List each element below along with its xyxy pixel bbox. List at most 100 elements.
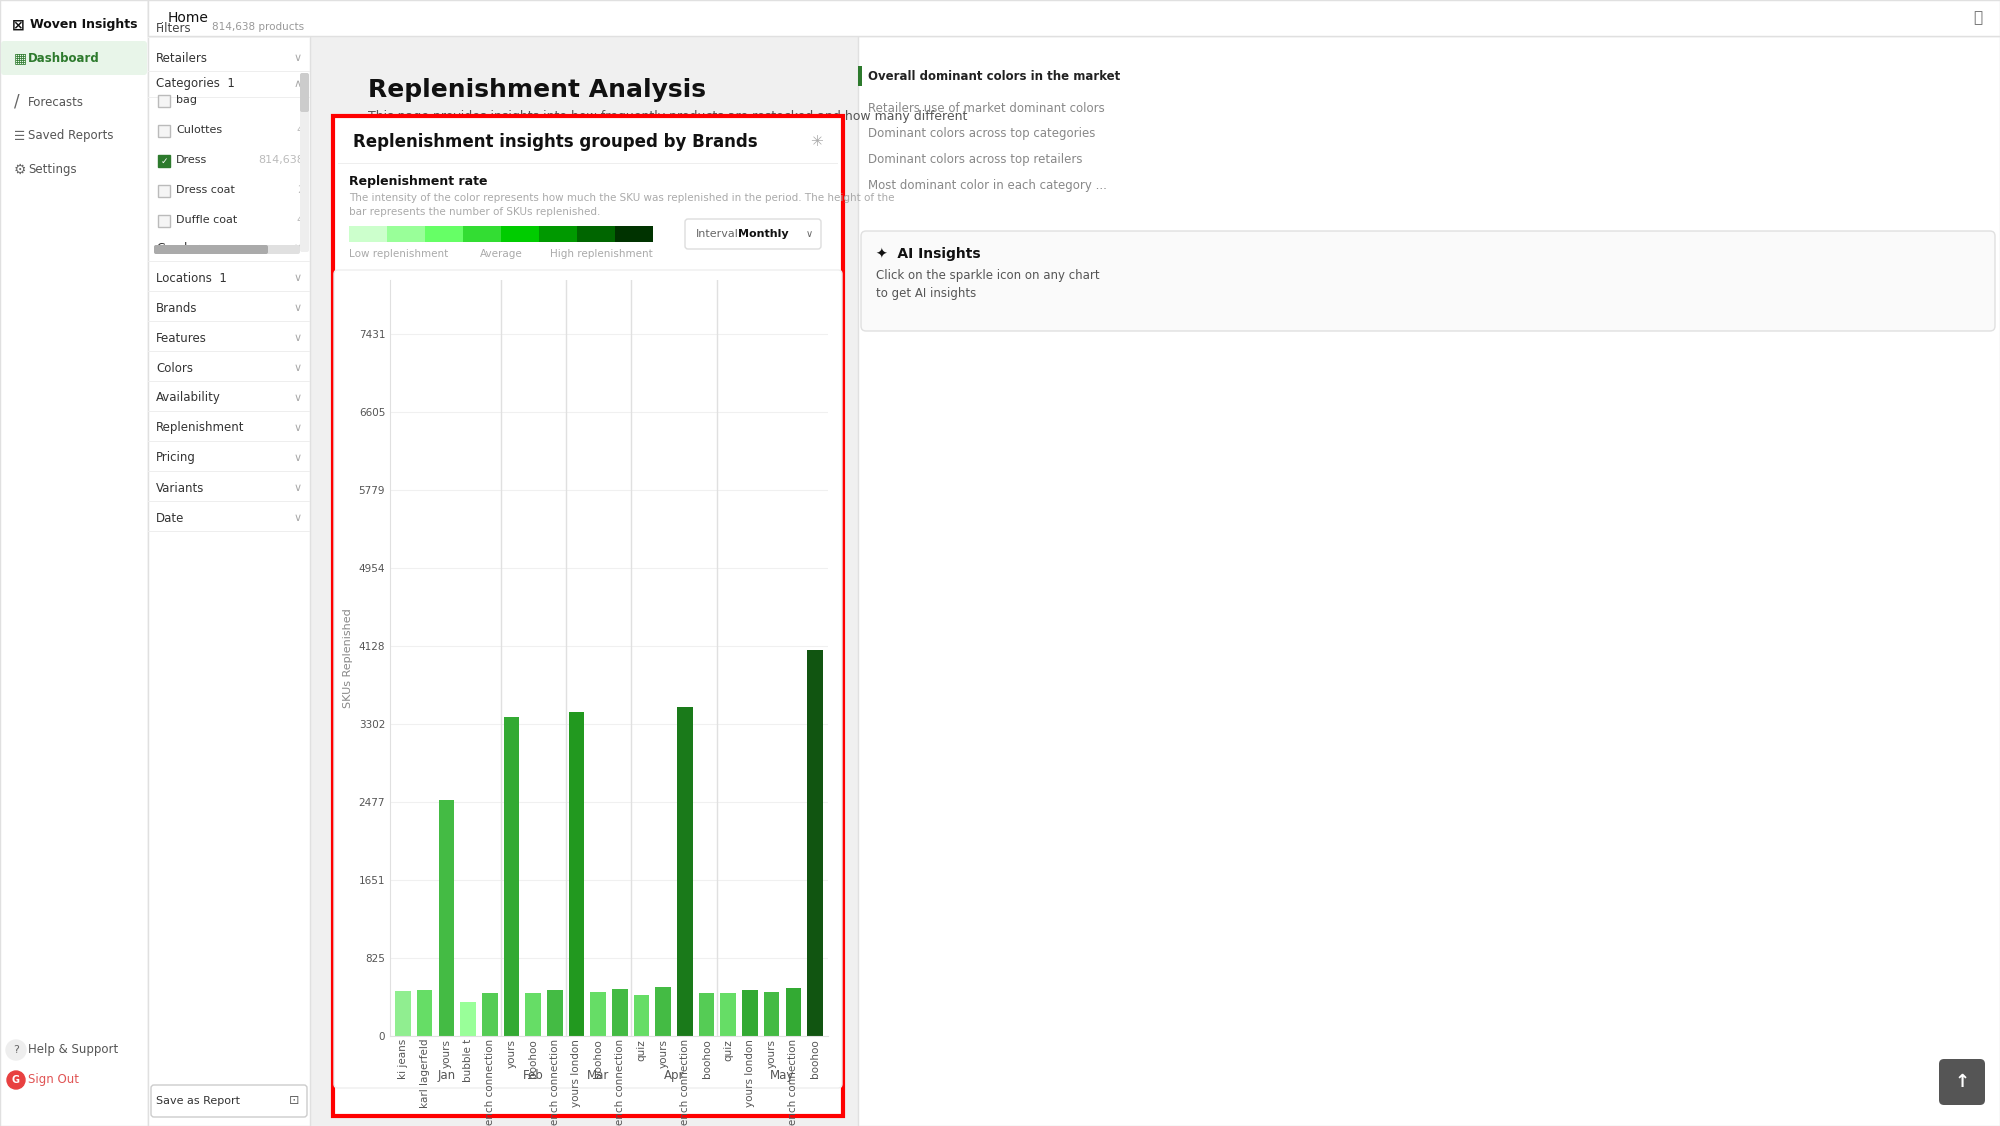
Bar: [858, 66, 862, 86]
Text: Availability: Availability: [156, 392, 220, 404]
Text: ∨: ∨: [294, 303, 302, 313]
Text: Help & Support: Help & Support: [28, 1044, 118, 1056]
Text: Variants: Variants: [156, 482, 204, 494]
Text: ☰: ☰: [14, 129, 26, 143]
Bar: [576, 226, 616, 242]
Bar: [526, 993, 540, 1036]
Y-axis label: SKUs Replenished: SKUs Replenished: [344, 608, 354, 708]
Text: High replenishment: High replenishment: [550, 249, 652, 259]
FancyBboxPatch shape: [152, 1085, 308, 1117]
Text: 814,638: 814,638: [258, 155, 304, 166]
Text: ?: ?: [14, 1045, 18, 1055]
FancyBboxPatch shape: [154, 245, 300, 254]
Text: Brands: Brands: [156, 302, 198, 314]
Bar: [0, 0, 148, 1126]
Text: ∨: ∨: [294, 453, 302, 463]
FancyBboxPatch shape: [334, 270, 842, 1088]
Bar: [616, 226, 652, 242]
Bar: [438, 799, 454, 1036]
Text: Saved Reports: Saved Reports: [28, 129, 114, 143]
Text: 4: 4: [296, 125, 304, 135]
FancyBboxPatch shape: [684, 218, 822, 249]
Bar: [158, 125, 170, 137]
Text: Dress: Dress: [176, 155, 208, 166]
Text: Locations  1: Locations 1: [156, 271, 226, 285]
Text: Dominant colors across top retailers: Dominant colors across top retailers: [868, 153, 1082, 167]
Bar: [332, 116, 844, 1116]
Bar: [500, 226, 540, 242]
Bar: [678, 707, 692, 1036]
Text: Forecasts: Forecasts: [28, 96, 84, 108]
Bar: [416, 990, 432, 1036]
Text: 814,638 products: 814,638 products: [212, 23, 304, 32]
Bar: [764, 992, 780, 1036]
Text: Sign Out: Sign Out: [28, 1073, 80, 1087]
Bar: [720, 993, 736, 1036]
Text: This page provides insights into how frequently products are restocked and how m: This page provides insights into how fre…: [368, 110, 968, 123]
Bar: [424, 226, 464, 242]
Text: ▦: ▦: [14, 51, 28, 65]
Text: ∧: ∧: [294, 79, 302, 89]
Text: Overall dominant colors in the market: Overall dominant colors in the market: [868, 70, 1120, 82]
Bar: [158, 215, 170, 227]
Bar: [388, 226, 424, 242]
Text: Replenishment insights grouped by Brands: Replenishment insights grouped by Brands: [352, 133, 758, 151]
Text: The intensity of the color represents how much the SKU was replenished in the pe: The intensity of the color represents ho…: [350, 193, 894, 203]
Text: Woven Insights: Woven Insights: [30, 18, 138, 32]
Bar: [612, 989, 628, 1036]
Text: Replenishment Analysis: Replenishment Analysis: [368, 78, 706, 102]
Text: Genders: Genders: [156, 241, 206, 254]
FancyBboxPatch shape: [860, 231, 1996, 331]
Bar: [350, 226, 388, 242]
Text: Home: Home: [168, 11, 208, 25]
Text: Low replenishment: Low replenishment: [350, 249, 448, 259]
Bar: [504, 716, 520, 1036]
Text: May: May: [770, 1069, 794, 1082]
Text: 4: 4: [296, 215, 304, 225]
Text: ∨: ∨: [294, 393, 302, 403]
Bar: [460, 1002, 476, 1036]
Bar: [634, 995, 650, 1036]
Text: Filters: Filters: [156, 23, 192, 35]
Text: Categories  1: Categories 1: [156, 78, 234, 90]
Text: Replenishment: Replenishment: [156, 421, 244, 435]
Text: Colors: Colors: [156, 361, 192, 375]
Text: ∨: ∨: [294, 483, 302, 493]
FancyBboxPatch shape: [332, 115, 844, 1117]
Text: to get AI insights: to get AI insights: [876, 287, 976, 301]
Text: ⚙: ⚙: [14, 163, 26, 177]
Bar: [858, 36, 2000, 1126]
FancyBboxPatch shape: [300, 73, 308, 111]
Text: Features: Features: [156, 331, 206, 345]
Text: G: G: [12, 1075, 20, 1085]
Text: 🔔: 🔔: [1972, 10, 1982, 26]
Bar: [482, 993, 498, 1036]
Text: /: /: [14, 93, 20, 111]
Text: Jan: Jan: [438, 1069, 456, 1082]
Text: ∨: ∨: [294, 363, 302, 373]
Text: Settings: Settings: [28, 163, 76, 177]
Text: ⊠: ⊠: [12, 18, 24, 33]
Bar: [148, 0, 310, 1126]
Text: ⊡: ⊡: [288, 1094, 300, 1108]
Text: bag: bag: [176, 95, 196, 105]
Text: ✳: ✳: [810, 134, 824, 150]
Bar: [158, 185, 170, 197]
Text: Culottes: Culottes: [176, 125, 222, 135]
Text: Dominant colors across top categories: Dominant colors across top categories: [868, 127, 1096, 141]
Bar: [742, 990, 758, 1036]
Text: Click on the sparkle icon on any chart: Click on the sparkle icon on any chart: [876, 269, 1100, 283]
Text: ✦  AI Insights: ✦ AI Insights: [876, 247, 980, 261]
Text: ✓: ✓: [160, 157, 168, 166]
Bar: [396, 991, 410, 1036]
Text: Pricing: Pricing: [156, 452, 196, 465]
Bar: [808, 651, 822, 1036]
Bar: [590, 992, 606, 1036]
FancyBboxPatch shape: [300, 88, 308, 252]
Text: ∨: ∨: [294, 243, 302, 253]
Text: ∨: ∨: [806, 229, 814, 239]
Text: bar represents the number of SKUs replenished.: bar represents the number of SKUs replen…: [350, 207, 600, 217]
Circle shape: [8, 1071, 24, 1089]
Text: Duffle coat: Duffle coat: [176, 215, 238, 225]
FancyBboxPatch shape: [1940, 1058, 1984, 1105]
